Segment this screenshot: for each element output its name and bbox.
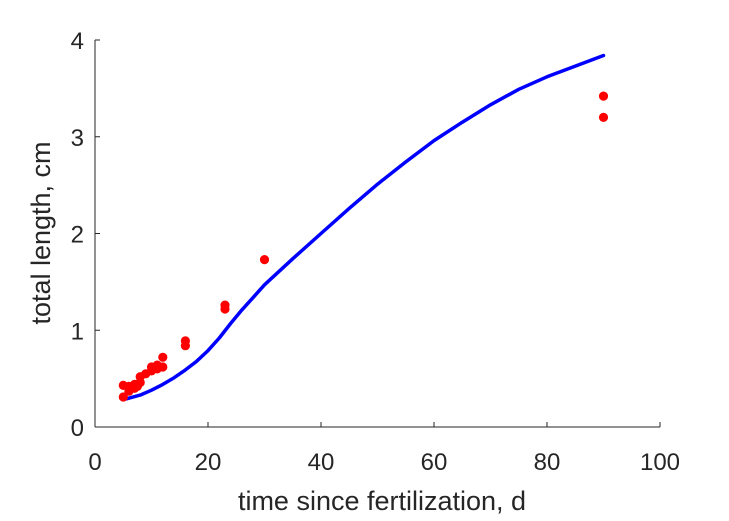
y-ticks: 0 1 2 3 4 (71, 28, 100, 442)
x-ticks: 0 20 40 60 80 100 (88, 422, 680, 476)
model-curve-line (124, 53, 606, 401)
data-point (180, 336, 190, 346)
y-axis-label: total length, cm (26, 141, 56, 324)
y-tick-label: 0 (71, 415, 84, 442)
data-point (158, 362, 168, 372)
x-tick-label: 60 (421, 449, 448, 476)
data-point (118, 392, 128, 402)
x-tick-label: 80 (534, 449, 561, 476)
axes (94, 40, 660, 428)
data-point (220, 300, 230, 310)
x-tick-label: 40 (308, 449, 335, 476)
x-tick-label: 100 (640, 449, 680, 476)
y-tick-label: 3 (71, 125, 84, 152)
series-layer (118, 53, 609, 402)
x-tick-label: 20 (195, 449, 222, 476)
y-tick-label: 2 (71, 222, 84, 249)
x-axis-label: time since fertilization, d (238, 486, 526, 516)
y-tick-label: 1 (71, 318, 84, 345)
y-tick-label: 4 (71, 28, 84, 55)
x-tick-label: 0 (88, 449, 101, 476)
data-point (158, 352, 168, 362)
data-point (598, 112, 609, 123)
data-point (259, 255, 270, 265)
data-point (598, 91, 609, 101)
